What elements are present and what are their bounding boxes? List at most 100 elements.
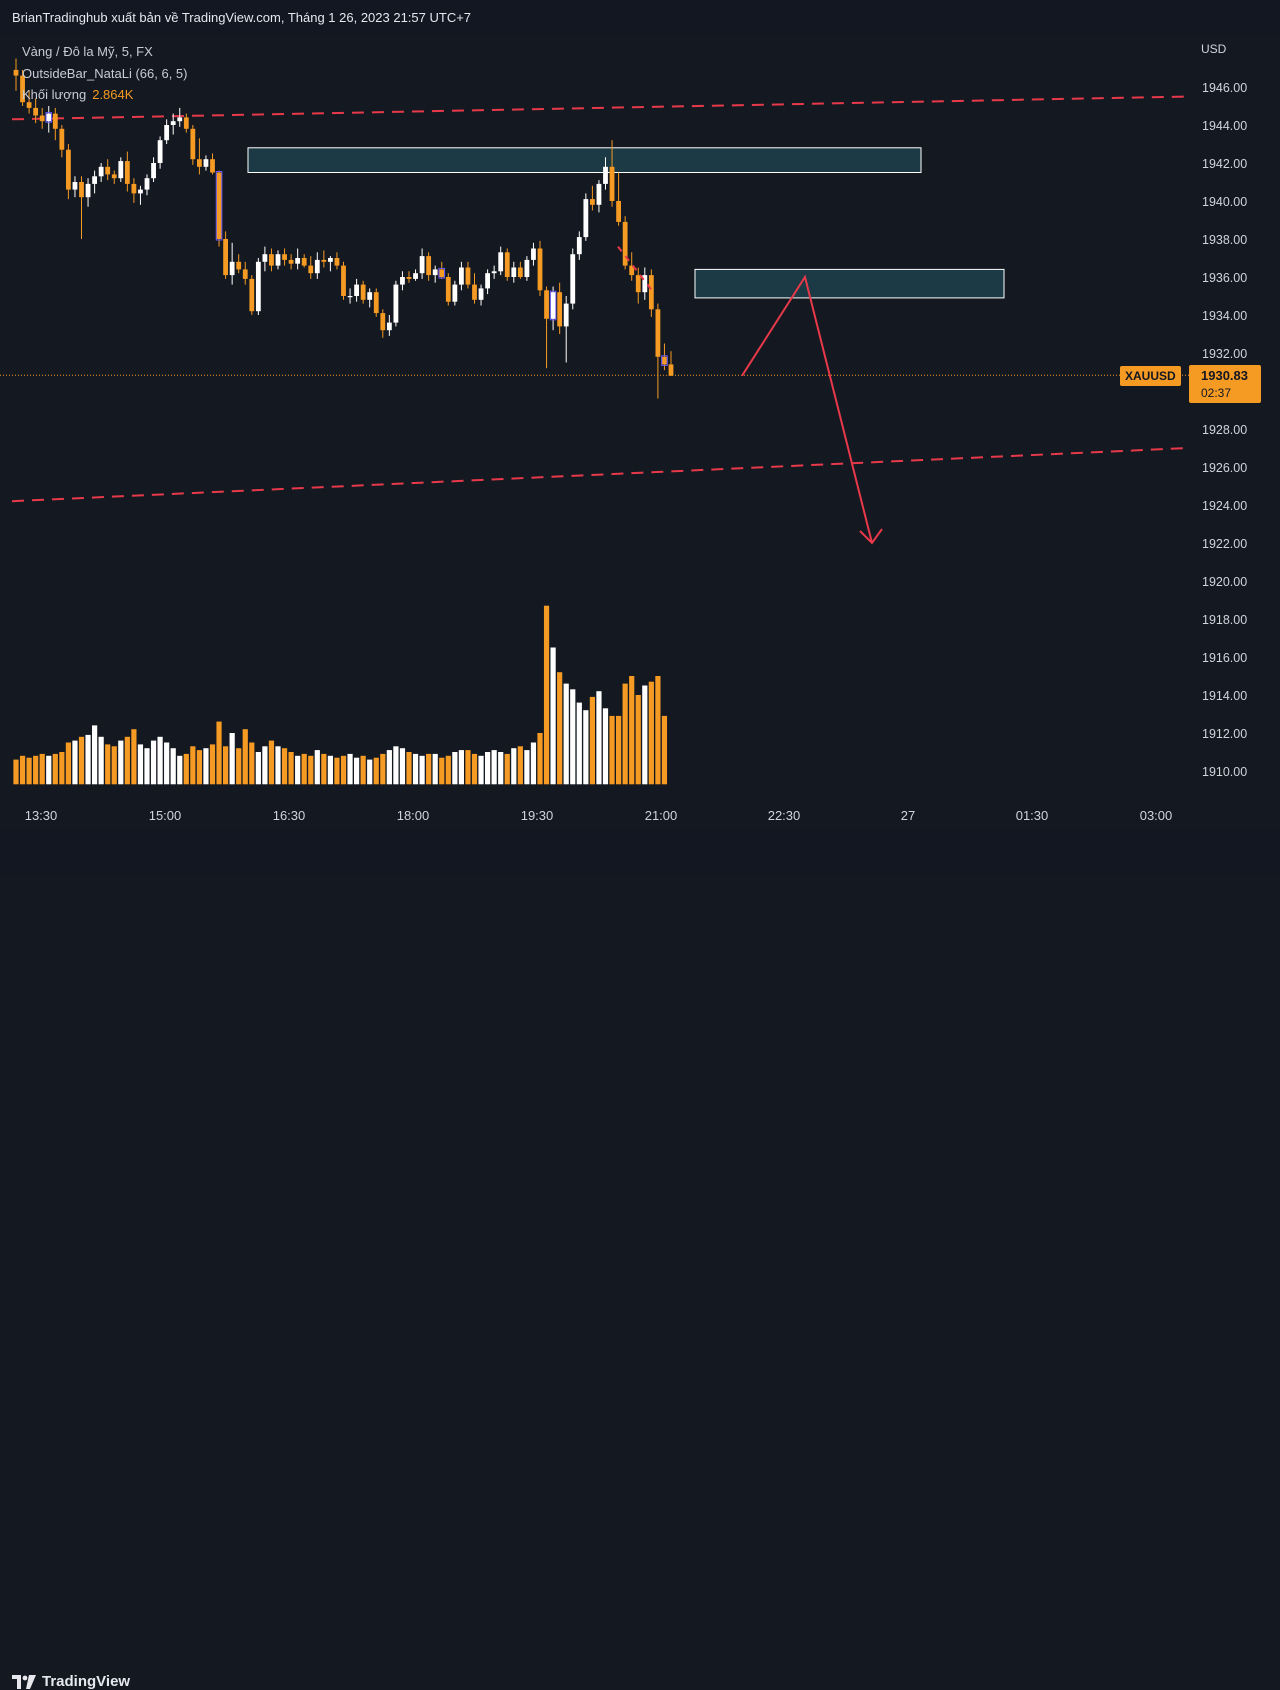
price-tick-label: 1944.00 <box>1202 119 1248 133</box>
price-tick-label: 1946.00 <box>1202 81 1248 95</box>
price-scale[interactable] <box>1190 34 1280 800</box>
candle-body <box>504 252 510 277</box>
candle-body <box>210 159 215 173</box>
candle-body <box>262 254 268 262</box>
chart-pane[interactable] <box>0 34 1190 800</box>
candle-body <box>92 176 97 184</box>
volume-bar <box>543 605 550 785</box>
volume-bar <box>596 691 602 785</box>
volume-bar <box>72 740 78 785</box>
volume-bar <box>26 757 32 785</box>
volume-bar <box>118 740 124 785</box>
current-price: 1930.83 <box>1201 368 1248 383</box>
volume-bar <box>190 746 196 785</box>
candle-body <box>46 113 52 122</box>
time-scale[interactable] <box>0 800 1280 830</box>
candle-body <box>308 265 314 274</box>
candle-body <box>439 269 445 277</box>
candle-body <box>79 182 84 198</box>
candle-body <box>635 275 641 293</box>
candle-body <box>229 261 235 276</box>
candle-body <box>557 292 563 327</box>
volume-bar <box>465 750 471 785</box>
candle-body <box>138 189 143 194</box>
candle-body <box>629 265 635 276</box>
volume-bar <box>321 753 327 785</box>
volume-bar <box>183 753 189 785</box>
candle-body <box>341 265 346 296</box>
price-tick-label: 1924.00 <box>1202 499 1248 513</box>
candle-body <box>72 182 78 190</box>
volume-bar <box>262 746 268 785</box>
volume-bar <box>327 755 333 785</box>
volume-bar <box>380 753 386 785</box>
volume-bar <box>426 753 432 785</box>
candle-body <box>118 161 124 179</box>
candle-body <box>85 183 91 198</box>
tradingview-logo[interactable]: TradingView <box>12 1673 130 1690</box>
candle-body <box>590 199 595 205</box>
candle-body <box>282 254 287 260</box>
volume-bar <box>177 755 183 785</box>
volume-bar <box>216 721 222 785</box>
time-tick-label: 13:30 <box>24 808 58 823</box>
volume-bar <box>124 736 130 785</box>
legend-volume[interactable]: Khối lượng 2.864K <box>22 87 133 102</box>
candle-body <box>354 284 359 296</box>
candle-body <box>183 117 189 129</box>
bar-countdown: 02:37 <box>1201 386 1232 400</box>
price-tick-label: 1942.00 <box>1202 157 1248 171</box>
candle-body <box>393 284 399 323</box>
volume-bar <box>360 755 366 785</box>
volume-bar <box>399 748 406 785</box>
tradingview-logo-icon <box>12 1674 36 1689</box>
price-tick-label: 1916.00 <box>1202 651 1248 665</box>
upper-channel-line <box>11 95 1189 121</box>
volume-bar <box>557 672 563 785</box>
volume-bar <box>609 715 615 785</box>
candle-body <box>478 288 484 300</box>
volume-bar <box>78 736 85 785</box>
volume-bar <box>386 750 392 785</box>
candle-body <box>144 178 150 190</box>
price-chart[interactable] <box>0 34 1190 800</box>
volume-bar <box>255 752 261 785</box>
legend-indicator[interactable]: OutsideBar_NataLi (66, 6, 5) <box>22 66 188 81</box>
candle-body <box>511 267 517 277</box>
volume-bar <box>39 753 45 785</box>
price-tick-label: 1912.00 <box>1202 727 1248 741</box>
volume-bar <box>209 744 216 785</box>
volume-bar <box>268 740 275 785</box>
price-tick-label: 1920.00 <box>1202 575 1248 589</box>
candle-body <box>328 258 333 262</box>
candle-body <box>314 259 320 274</box>
lower-channel-line <box>11 447 1189 503</box>
candle-body <box>170 121 176 125</box>
volume-bar <box>471 753 478 785</box>
volume-bar <box>65 742 71 785</box>
currency-label[interactable]: USD <box>1201 42 1227 56</box>
price-tick-label: 1922.00 <box>1202 537 1248 551</box>
volume-bar <box>347 753 353 785</box>
volume-bar <box>367 759 373 785</box>
time-tick-label: 16:30 <box>272 808 306 823</box>
candle-body <box>524 259 530 277</box>
candle-body <box>177 117 183 122</box>
volume-bar <box>59 752 65 785</box>
volume-bar <box>46 755 52 785</box>
candle-body <box>39 115 45 122</box>
candle-body <box>465 267 471 285</box>
volume-bar <box>105 744 111 785</box>
legend-symbol[interactable]: Vàng / Đô la Mỹ, 5, FX <box>22 44 153 59</box>
candle-body <box>111 174 117 179</box>
candle-body <box>445 277 451 302</box>
time-tick-label: 22:30 <box>767 808 801 823</box>
volume-bar <box>85 734 91 785</box>
time-tick-label: 19:30 <box>520 808 554 823</box>
volume-bar <box>635 695 641 785</box>
volume-bar <box>485 752 491 785</box>
candle-body <box>66 149 71 190</box>
candle-body <box>603 166 608 184</box>
candle-body <box>419 256 425 274</box>
volume-bar <box>517 746 523 785</box>
